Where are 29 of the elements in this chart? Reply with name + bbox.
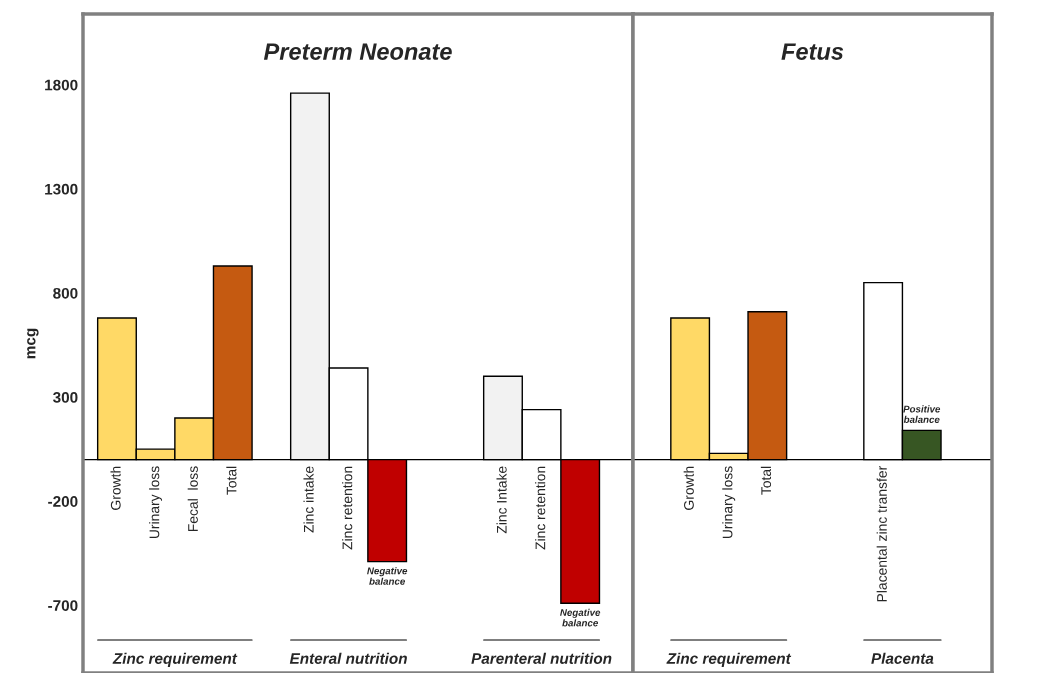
text: Negative balance xyxy=(367,567,408,585)
x-tick-label: Zinc retention xyxy=(535,466,546,550)
y-tick-label: 1300 xyxy=(45,183,78,195)
annotation: Enteral nutrition xyxy=(289,652,407,664)
text: Fetus xyxy=(781,43,844,60)
y-tick-label: 300 xyxy=(53,391,78,403)
x-tick-label: Fecal loss xyxy=(187,466,198,532)
annotation: Zinc requirement xyxy=(666,652,792,667)
x-tick-label: Total xyxy=(760,466,772,495)
x-tick-label: Total xyxy=(226,466,237,495)
text: Preterm Neonate xyxy=(263,43,452,60)
x-tick-label: Zinc retention xyxy=(342,466,353,550)
y-tick-label: -700 xyxy=(48,600,78,612)
x-tick-label: Growth xyxy=(110,466,121,510)
x-tick-label: Zinc intake xyxy=(303,466,314,533)
annotation: Zinc requirement xyxy=(112,652,238,667)
y-tick-label: -200 xyxy=(48,496,78,507)
y-axis-title: mcg xyxy=(27,328,39,359)
annotation: Placenta xyxy=(871,652,934,664)
x-tick-label: Growth xyxy=(683,466,694,510)
y-tick-label: 800 xyxy=(53,287,78,299)
x-tick-label: Urinary loss xyxy=(722,466,736,539)
series-label: Positive balance xyxy=(903,405,941,423)
x-tick-label: Zinc Intake xyxy=(496,466,507,534)
annotation: Parenteral nutrition xyxy=(471,652,612,664)
series-label: Negative balance xyxy=(560,608,601,627)
y-tick-label: 1800 xyxy=(45,79,78,91)
x-tick-label: Placental zinc transfer xyxy=(876,466,887,602)
x-tick-label: Urinary loss xyxy=(149,466,163,539)
